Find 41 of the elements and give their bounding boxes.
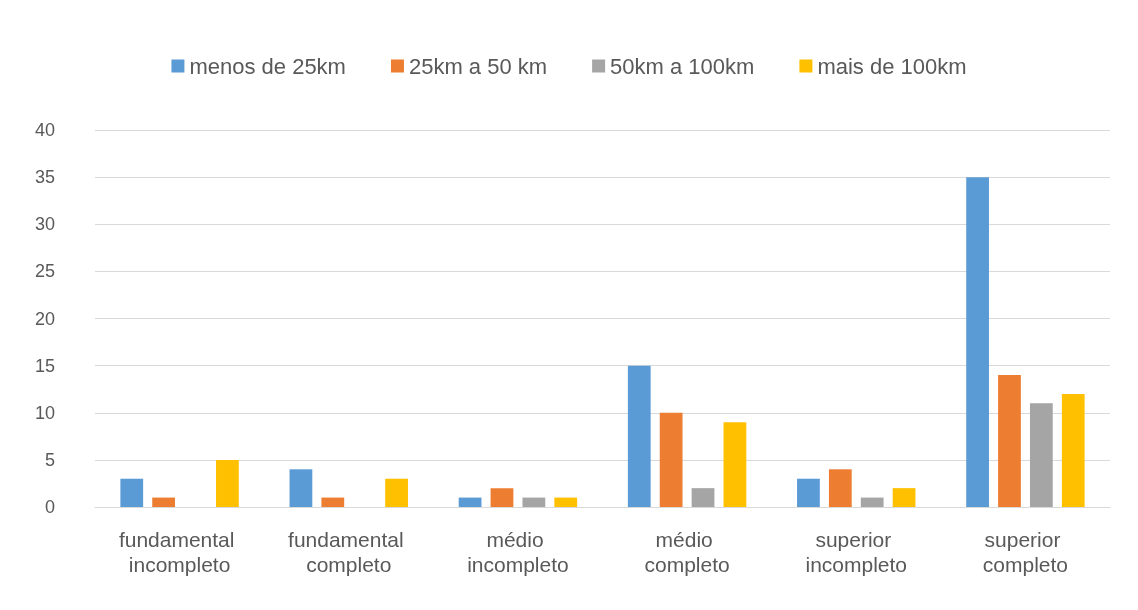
y-tick-label: 15	[34, 355, 55, 376]
bar	[1061, 393, 1085, 507]
y-tick-label: 35	[34, 167, 55, 188]
bar	[289, 469, 313, 507]
bar	[458, 497, 482, 507]
bar	[659, 412, 683, 507]
bar	[554, 497, 578, 507]
legend-label: 50km a 100km	[610, 53, 755, 79]
bar	[152, 497, 176, 507]
bar	[321, 497, 345, 507]
x-tick-label: fundamental completo	[288, 528, 410, 576]
bar	[723, 422, 747, 507]
bar	[892, 488, 916, 507]
y-tick-label: 0	[44, 497, 55, 517]
y-tick-label: 40	[34, 120, 55, 140]
bar	[490, 488, 514, 507]
bar	[216, 459, 239, 507]
bar	[998, 375, 1021, 507]
y-tick-label: 30	[34, 214, 55, 235]
bar	[860, 497, 884, 507]
bar	[1029, 403, 1053, 507]
bar	[120, 478, 144, 507]
x-tick-label: superior incompleto	[805, 528, 908, 576]
x-tick-label: superior completo	[982, 528, 1069, 576]
y-tick-label: 25	[34, 261, 55, 282]
bar	[691, 488, 715, 507]
bar	[797, 478, 820, 507]
bar	[385, 478, 408, 507]
bar	[522, 497, 546, 507]
y-tick-label: 5	[44, 449, 55, 470]
legend-label: mais de 100km	[817, 53, 967, 79]
x-tick-label: médio completo	[644, 528, 730, 576]
bar	[966, 177, 989, 507]
bar	[828, 469, 852, 507]
x-tick-label: fundamental incompleto	[118, 528, 241, 576]
y-tick-label: 10	[34, 402, 55, 423]
bar	[627, 365, 651, 507]
y-tick-label: 20	[34, 308, 55, 329]
x-tick-label: médio incompleto	[467, 528, 569, 576]
legend-label: 25km a 50 km	[408, 53, 548, 79]
legend-label: menos de 25km	[189, 53, 346, 79]
